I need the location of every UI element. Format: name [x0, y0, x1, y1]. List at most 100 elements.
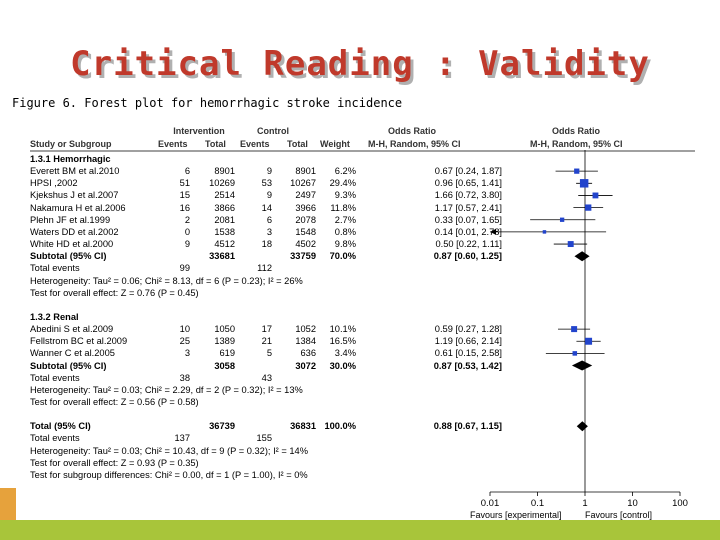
cell-ce: 9 — [266, 166, 272, 177]
cell-w: 29.4% — [329, 178, 356, 189]
cell-ct: 36831 — [290, 421, 316, 432]
cell-or: 0.67 [0.24, 1.87] — [434, 166, 502, 177]
cell-or: 1.66 [0.72, 3.80] — [434, 190, 502, 201]
cell-w: 100.0% — [324, 421, 356, 432]
study-name: Nakamura H et al.2006 — [30, 202, 126, 213]
cell-ee: 15 — [179, 190, 190, 201]
study-name: Subtotal (95% CI) — [30, 251, 107, 262]
cell-ct: 10267 — [290, 178, 316, 189]
header-or-title: Odds Ratio — [388, 126, 437, 136]
cell-et: 3866 — [214, 202, 235, 213]
cell-et: 2081 — [214, 214, 235, 225]
cell-or: 1.17 [0.57, 2.41] — [434, 202, 502, 213]
cell-ce: 112 — [257, 263, 272, 274]
cell-ct: 3072 — [295, 360, 316, 371]
favours-left-label: Favours [experimental] — [470, 510, 562, 520]
cell-ct: 636 — [300, 348, 316, 359]
study-name: Subtotal (95% CI) — [30, 360, 107, 371]
cell-ct: 1052 — [295, 324, 316, 335]
cell-et: 4512 — [214, 239, 235, 250]
study-name: Kjekshus J et al.2007 — [30, 190, 119, 201]
cell-w: 10.1% — [329, 324, 356, 335]
pooled-diamond — [574, 251, 590, 262]
cell-et: 10269 — [209, 178, 235, 189]
header-or-method: M-H, Random, 95% CI — [368, 139, 461, 149]
cell-ct: 1384 — [295, 336, 316, 347]
cell-ee: 25 — [179, 336, 190, 347]
bottom-accent — [0, 488, 16, 520]
footnote-text: Test for overall effect: Z = 0.93 (P = 0… — [30, 457, 199, 468]
cell-ct: 1548 — [295, 226, 316, 237]
cell-ct: 3966 — [295, 202, 316, 213]
cell-ee: 6 — [184, 166, 190, 177]
cell-or: 0.96 [0.65, 1.41] — [434, 178, 502, 189]
cell-ee: 38 — [179, 372, 190, 383]
plot-header-method: M-H, Random, 95% CI — [530, 139, 623, 149]
bottom-bar — [0, 520, 720, 540]
figure-caption: Figure 6. Forest plot for hemorrhagic st… — [12, 96, 403, 110]
header-events-intervention: Events — [158, 139, 188, 149]
header-study: Study or Subgroup — [30, 139, 112, 149]
header-total-control: Total — [287, 139, 308, 149]
study-marker — [579, 179, 589, 188]
footnote-text: Heterogeneity: Tau² = 0.06; Chi² = 8.13,… — [30, 275, 303, 286]
study-marker — [574, 168, 580, 174]
cell-w: 6.2% — [334, 166, 356, 177]
cell-w: 9.8% — [334, 239, 356, 250]
study-marker — [592, 192, 599, 199]
cell-ce: 3 — [266, 226, 272, 237]
study-name: Wanner C et al.2005 — [30, 348, 115, 359]
study-marker — [572, 351, 578, 356]
cell-et: 2514 — [214, 190, 235, 201]
header-total-intervention: Total — [205, 139, 226, 149]
header-intervention: Intervention — [173, 126, 225, 136]
footnote-text: Test for subgroup differences: Chi² = 0.… — [30, 469, 308, 480]
study-marker — [585, 337, 593, 345]
cell-et: 1050 — [214, 324, 235, 335]
study-marker — [567, 241, 574, 248]
cell-w: 3.4% — [334, 348, 356, 359]
cell-ee: 10 — [179, 324, 190, 335]
study-name: HPSI ,2002 — [30, 178, 78, 189]
favours-right-label: Favours [control] — [585, 510, 652, 520]
cell-ce: 9 — [266, 190, 272, 201]
cell-or: 0.59 [0.27, 1.28] — [434, 324, 502, 335]
cell-et: 8901 — [214, 166, 235, 177]
cell-ee: 51 — [179, 178, 190, 189]
footnote-text: Heterogeneity: Tau² = 0.03; Chi² = 2.29,… — [30, 384, 303, 395]
cell-or: 1.19 [0.66, 2.14] — [434, 336, 502, 347]
cell-ce: 155 — [256, 433, 272, 444]
cell-w: 0.8% — [334, 226, 356, 237]
study-name: Everett BM et al.2010 — [30, 166, 120, 177]
pooled-diamond — [571, 360, 593, 371]
slide-title: Critical Reading : Validity — [70, 44, 650, 84]
cell-ce: 53 — [261, 178, 272, 189]
cell-et: 3058 — [214, 360, 235, 371]
footnote-text: Test for overall effect: Z = 0.56 (P = 0… — [30, 397, 199, 407]
study-name: Waters DD et al.2002 — [30, 226, 119, 237]
cell-ct: 33759 — [290, 251, 316, 262]
study-name: Total events — [30, 263, 80, 274]
cell-et: 36739 — [209, 421, 235, 432]
cell-w: 70.0% — [329, 251, 356, 262]
study-name: White HD et al.2000 — [30, 239, 114, 250]
cell-ce: 17 — [261, 324, 272, 335]
study-name: Total events — [30, 372, 80, 383]
cell-ee: 137 — [174, 433, 190, 444]
x-tick-label: 0.01 — [481, 498, 500, 509]
cell-ce: 5 — [266, 348, 272, 359]
cell-or: 0.87 [0.53, 1.42] — [433, 360, 502, 371]
x-tick-label: 10 — [627, 498, 638, 509]
cell-ee: 2 — [184, 214, 190, 225]
study-name: Total (95% CI) — [30, 421, 91, 432]
cell-ct: 4502 — [295, 239, 316, 250]
pooled-diamond — [576, 421, 588, 432]
study-name: 1.3.1 Hemorrhagic — [30, 154, 111, 164]
cell-et: 619 — [219, 348, 235, 359]
cell-ce: 18 — [261, 239, 272, 250]
study-name: Fellstrom BC et al.2009 — [30, 336, 128, 347]
header-weight: Weight — [320, 139, 350, 149]
study-marker — [559, 217, 565, 222]
cell-et: 1389 — [214, 336, 235, 347]
study-marker — [585, 204, 592, 211]
